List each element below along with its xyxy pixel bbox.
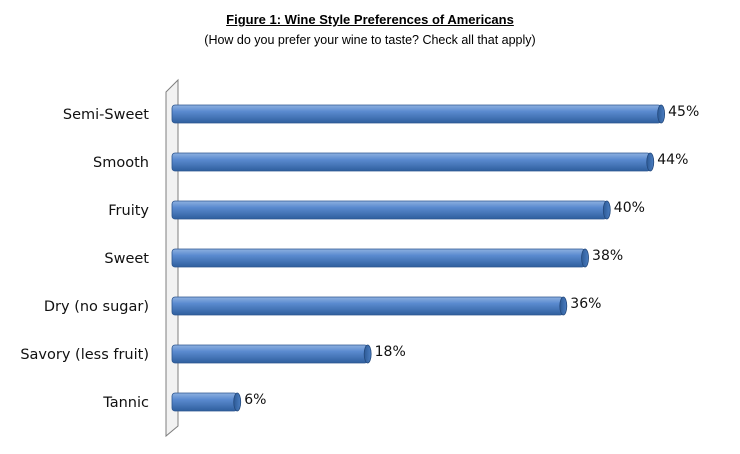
data-label: 40%: [614, 200, 645, 216]
bar: [171, 152, 651, 172]
chart-subtitle: (How do you prefer your wine to taste? C…: [204, 33, 536, 47]
bar-end-cap: [602, 200, 611, 220]
bar: [171, 344, 369, 364]
category-label: Semi-Sweet: [63, 107, 149, 123]
data-label: 45%: [668, 104, 699, 120]
data-label: 6%: [244, 392, 266, 408]
data-label: 44%: [657, 152, 688, 168]
bar: [171, 392, 238, 412]
category-label: Tannic: [102, 395, 149, 411]
bar-end-cap: [559, 296, 568, 316]
category-label: Sweet: [104, 251, 149, 267]
bar: [171, 248, 586, 268]
chart-title: Figure 1: Wine Style Preferences of Amer…: [226, 12, 514, 27]
bar-end-cap: [233, 392, 242, 412]
bar-end-cap: [657, 104, 666, 124]
category-label: Savory (less fruit): [20, 347, 149, 363]
bar: [171, 104, 662, 124]
category-label: Fruity: [108, 203, 149, 219]
data-label: 18%: [375, 344, 406, 360]
category-label: Smooth: [93, 155, 149, 171]
category-label: Dry (no sugar): [44, 299, 149, 315]
bar: [171, 296, 564, 316]
bar-end-cap: [581, 248, 589, 268]
bar: [171, 200, 608, 220]
data-label: 36%: [570, 296, 601, 312]
bar-end-cap: [646, 152, 655, 172]
bar-end-cap: [363, 344, 372, 364]
data-label: 38%: [592, 248, 623, 264]
